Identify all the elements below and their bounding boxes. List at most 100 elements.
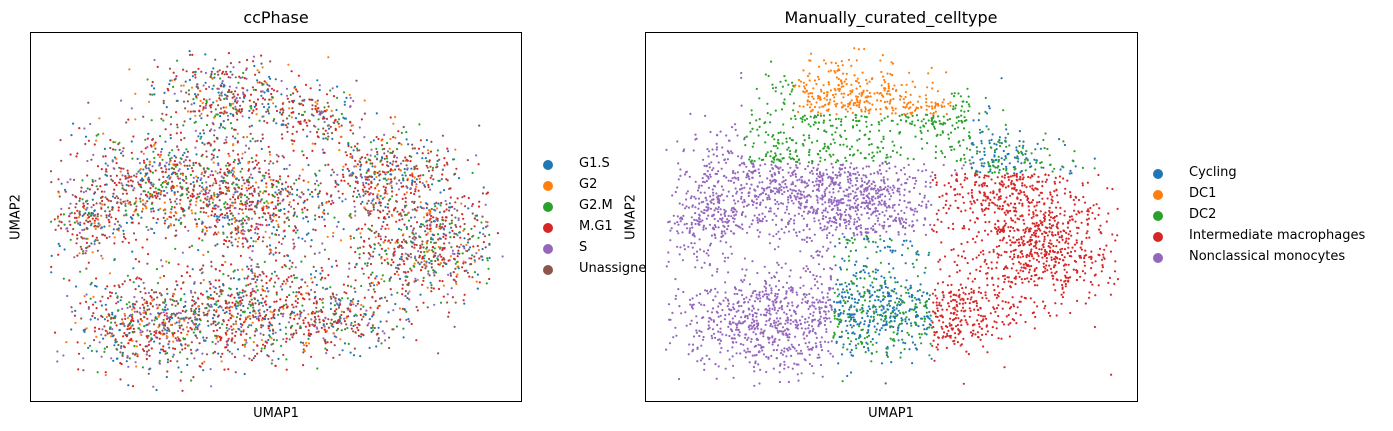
scatter-point — [174, 200, 177, 203]
scatter-point — [82, 202, 85, 205]
scatter-point — [181, 348, 184, 351]
scatter-point — [150, 207, 153, 210]
scatter-point — [471, 212, 474, 215]
scatter-point — [97, 133, 100, 136]
scatter-point — [322, 137, 325, 140]
scatter-point — [410, 155, 413, 158]
scatter-point — [274, 246, 277, 249]
scatter-point — [286, 305, 289, 308]
scatter-point — [269, 178, 272, 181]
scatter-point — [359, 174, 362, 177]
scatter-point — [416, 278, 419, 281]
scatter-point — [125, 303, 128, 306]
scatter-point — [459, 225, 462, 228]
scatter-point — [201, 228, 204, 231]
scatter-point — [285, 358, 288, 361]
scatter-point — [143, 161, 146, 164]
scatter-point — [419, 205, 422, 208]
scatter-point — [237, 231, 240, 234]
scatter-point — [106, 198, 109, 201]
scatter-point — [133, 303, 137, 306]
scatter-point — [163, 333, 166, 336]
scatter-point — [150, 84, 153, 87]
scatter-point — [300, 260, 303, 263]
scatter-point — [813, 79, 817, 82]
scatter-point — [377, 216, 380, 219]
scatter-point — [323, 224, 327, 228]
scatter-point — [360, 333, 363, 336]
scatter-point — [123, 214, 126, 217]
scatter-point — [434, 241, 437, 244]
scatter-point — [122, 335, 125, 338]
scatter-point — [843, 92, 846, 95]
scatter-point — [63, 223, 66, 226]
scatter-point — [284, 282, 287, 285]
scatter-point — [332, 320, 336, 324]
scatter-point — [376, 153, 379, 156]
scatter-point — [295, 193, 299, 197]
scatter-point — [165, 168, 168, 171]
scatter-point — [147, 349, 150, 352]
scatter-point — [429, 176, 432, 179]
scatter-point — [251, 111, 254, 115]
scatter-point — [153, 330, 156, 333]
scatter-point — [104, 210, 107, 213]
scatter-point — [295, 294, 298, 297]
scatter-point — [856, 95, 859, 98]
scatter-point — [253, 190, 256, 193]
scatter-point — [252, 109, 255, 112]
scatter-point — [371, 162, 374, 165]
scatter-point — [450, 226, 453, 229]
scatter-point — [449, 187, 452, 190]
scatter-point — [400, 181, 403, 185]
scatter-point — [123, 346, 126, 349]
scatter-point — [190, 352, 193, 355]
scatter-point — [477, 236, 480, 239]
scatter-point — [152, 183, 155, 186]
scatter-point — [216, 172, 219, 175]
scatter-point — [255, 327, 258, 331]
scatter-point — [435, 223, 438, 226]
scatter-point — [817, 121, 821, 124]
scatter-point — [349, 235, 352, 238]
scatter-point — [827, 70, 830, 73]
scatter-point — [100, 214, 103, 217]
scatter-point — [262, 289, 265, 292]
scatter-point — [194, 334, 198, 338]
scatter-point — [268, 329, 271, 332]
scatter-point — [127, 180, 130, 183]
scatter-point — [457, 219, 460, 222]
scatter-point — [185, 70, 188, 73]
scatter-point — [240, 309, 243, 312]
scatter-point — [180, 287, 183, 290]
scatter-point — [292, 149, 295, 152]
scatter-point — [362, 190, 365, 193]
scatter-point — [265, 110, 268, 113]
scatter-point — [287, 122, 290, 125]
scatter-point — [386, 141, 389, 145]
scatter-point — [157, 192, 160, 195]
scatter-point — [144, 147, 147, 150]
scatter-point — [403, 171, 406, 174]
scatter-point — [161, 185, 164, 189]
scatter-point — [371, 199, 374, 202]
scatter-point — [164, 165, 167, 168]
scatter-point — [294, 329, 298, 332]
scatter-point — [133, 353, 137, 356]
scatter-point — [218, 97, 221, 100]
scatter-point — [208, 200, 211, 203]
scatter-point — [93, 330, 96, 333]
scatter-point — [348, 267, 351, 270]
scatter-point — [185, 91, 188, 94]
scatter-point — [447, 311, 451, 314]
scatter-point — [242, 179, 245, 182]
scatter-point — [419, 174, 422, 177]
scatter-point — [420, 261, 423, 264]
scatter-point — [164, 298, 167, 301]
scatter-point — [178, 339, 181, 342]
scatter-point — [151, 171, 154, 174]
scatter-point — [404, 200, 407, 203]
scatter-point — [125, 192, 128, 195]
scatter-point — [413, 243, 416, 246]
scatter-point — [232, 107, 235, 110]
